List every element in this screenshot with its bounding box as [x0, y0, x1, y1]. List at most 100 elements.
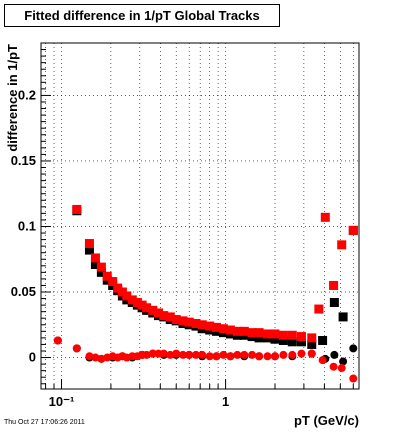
- data-point-square: [270, 329, 280, 339]
- data-point-circle: [85, 352, 94, 361]
- data-point-circle: [255, 352, 264, 361]
- data-point-circle: [212, 352, 221, 361]
- y-tick-label: 0.05: [11, 284, 36, 299]
- data-point-square: [205, 321, 215, 331]
- data-point-circle: [185, 350, 194, 359]
- x-tick-label: 1: [222, 394, 229, 409]
- data-point-circle: [219, 350, 228, 359]
- data-point-square: [191, 318, 201, 328]
- data-point-circle: [233, 350, 242, 359]
- data-point-square: [320, 212, 330, 222]
- data-point-square: [348, 225, 358, 235]
- y-axis-title: difference in 1/pT: [5, 44, 20, 152]
- chart-title: Fitted difference in 1/pT Global Tracks: [4, 4, 280, 27]
- data-point-square: [113, 283, 123, 293]
- data-point-square: [72, 204, 82, 214]
- data-point-square: [122, 291, 132, 301]
- data-point-circle: [288, 350, 297, 359]
- data-point-square: [142, 303, 152, 313]
- x-axis-title: pT (GeV/c): [294, 413, 359, 428]
- data-point-square: [184, 317, 194, 327]
- data-point-circle: [91, 353, 100, 362]
- data-point-circle: [330, 350, 339, 359]
- data-point-square: [254, 328, 264, 338]
- data-point-square: [90, 253, 100, 263]
- data-point-square: [314, 304, 324, 314]
- data-point-square: [247, 328, 257, 338]
- data-point-square: [102, 271, 112, 281]
- data-point-circle: [339, 357, 348, 366]
- data-point-square: [337, 240, 347, 250]
- data-point-square: [132, 298, 142, 307]
- data-point-square: [296, 337, 306, 347]
- data-point-circle: [337, 364, 346, 373]
- data-point-square: [171, 315, 181, 325]
- data-point-square: [108, 277, 118, 287]
- data-point-circle: [307, 349, 316, 358]
- data-point-square: [329, 298, 339, 307]
- data-point-circle: [178, 350, 187, 359]
- data-point-square: [225, 325, 235, 335]
- data-point-circle: [166, 350, 175, 359]
- data-point-circle: [271, 352, 280, 361]
- data-point-square: [239, 326, 249, 336]
- data-point-circle: [349, 344, 358, 353]
- y-tick-label: 0.1: [18, 218, 36, 233]
- data-point-circle: [142, 350, 151, 359]
- data-point-circle: [148, 349, 157, 358]
- data-point-square: [287, 337, 297, 347]
- y-tick-label: 0.2: [18, 87, 36, 102]
- y-tick-label: 0.15: [11, 153, 36, 168]
- tick-layer: [41, 49, 354, 389]
- x-tick-label: 10⁻¹: [49, 394, 75, 409]
- data-point-circle: [263, 352, 272, 361]
- data-point-square: [338, 312, 348, 322]
- data-point-square: [165, 312, 175, 322]
- data-point-square: [307, 339, 317, 349]
- data-point-circle: [318, 356, 327, 365]
- data-point-square: [178, 316, 188, 326]
- data-point-circle: [248, 350, 257, 359]
- data-point-circle: [172, 349, 181, 358]
- data-point-square: [296, 332, 306, 342]
- data-point-circle: [198, 350, 207, 359]
- data-point-circle: [329, 362, 338, 371]
- data-point-square: [148, 305, 158, 315]
- data-point-square: [127, 295, 137, 305]
- data-point-square: [307, 333, 317, 343]
- data-point-square: [270, 334, 280, 344]
- data-point-square: [287, 330, 297, 340]
- data-point-square: [96, 267, 106, 277]
- data-point-circle: [191, 350, 200, 359]
- label-layer: 0 0.05 0.1 0.15 0.2 10⁻¹ 1: [11, 87, 230, 409]
- marker-layer: [53, 204, 358, 383]
- data-point-square: [232, 326, 242, 336]
- data-point-square: [329, 280, 339, 290]
- data-point-square: [84, 245, 94, 255]
- data-point-square: [254, 333, 264, 343]
- data-point-square: [218, 324, 228, 334]
- data-point-circle: [72, 344, 81, 353]
- data-point-circle: [240, 350, 249, 359]
- data-point-square: [278, 330, 288, 340]
- data-point-circle: [205, 352, 214, 361]
- data-point-square: [197, 320, 207, 330]
- data-point-square: [90, 259, 100, 269]
- data-point-square: [211, 322, 221, 332]
- data-point-circle: [53, 336, 62, 345]
- data-point-square: [153, 308, 163, 318]
- y-tick-label: 0: [29, 350, 36, 365]
- timestamp: Thu Oct 27 17:06:26 2011: [4, 419, 85, 426]
- data-point-square: [159, 311, 169, 321]
- data-point-circle: [349, 374, 358, 383]
- data-point-square: [262, 329, 272, 339]
- data-point-circle: [159, 349, 168, 358]
- data-point-square: [96, 262, 106, 272]
- data-point-square: [278, 336, 288, 346]
- data-point-square: [318, 336, 328, 346]
- data-point-circle: [279, 350, 288, 359]
- data-point-square: [84, 239, 94, 249]
- data-point-circle: [297, 349, 306, 358]
- data-point-circle: [226, 352, 235, 361]
